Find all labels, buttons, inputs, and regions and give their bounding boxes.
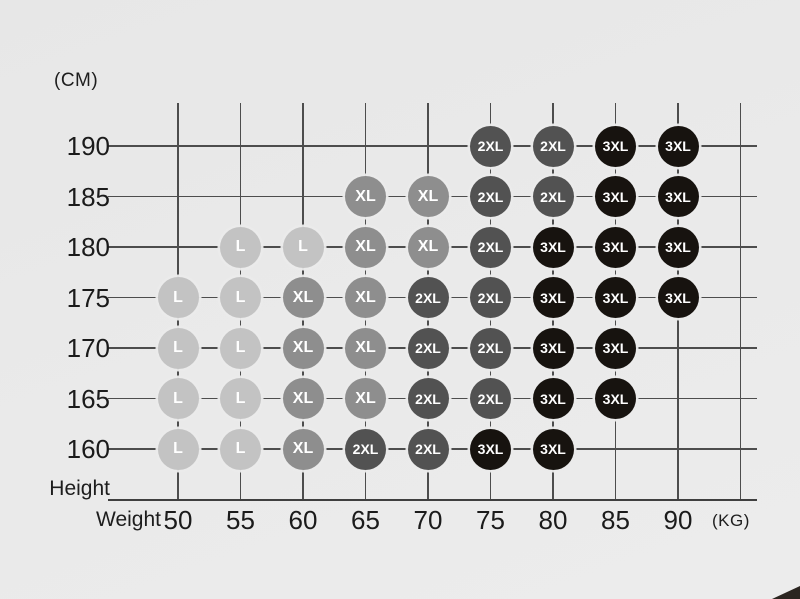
size-dot: XL <box>282 327 324 369</box>
size-dot: XL <box>407 176 449 217</box>
x-tick-label: 50 <box>163 505 193 535</box>
size-dot: 2XL <box>470 125 511 167</box>
size-dot: L <box>220 428 261 470</box>
size-dot: XL <box>345 277 386 318</box>
y-axis-unit-label: (CM) <box>54 70 99 91</box>
size-dot: L <box>220 378 261 419</box>
size-dot: XL <box>282 428 324 470</box>
x-axis-line <box>108 499 757 501</box>
y-axis-title: Height <box>49 477 110 500</box>
size-dot: 2XL <box>407 378 449 419</box>
size-dot: 3XL <box>595 378 636 419</box>
y-tick-label: 175 <box>66 282 110 313</box>
grid-line-horizontal <box>108 145 757 147</box>
size-dot: 3XL <box>657 176 699 217</box>
size-dot: 3XL <box>532 327 574 369</box>
size-dot: XL <box>282 378 324 419</box>
x-tick-label: 65 <box>351 505 380 535</box>
size-dot: L <box>157 327 199 369</box>
size-dot: XL <box>345 378 386 419</box>
size-dot: 2XL <box>345 428 386 470</box>
size-dot: L <box>157 277 199 318</box>
size-dot: L <box>157 428 199 470</box>
size-dot: 3XL <box>595 226 636 268</box>
size-dot: 3XL <box>595 176 636 217</box>
size-dot: XL <box>345 226 386 268</box>
y-tick-label: 190 <box>66 131 110 161</box>
y-tick-label: 170 <box>66 333 110 363</box>
x-axis-title: Weight <box>96 508 161 531</box>
y-tick-label: 165 <box>66 383 110 414</box>
size-dot: 3XL <box>657 277 699 318</box>
size-dot: 3XL <box>657 226 699 268</box>
size-dot: 3XL <box>532 428 574 470</box>
size-dot: 3XL <box>595 327 636 369</box>
x-tick-label: 60 <box>288 505 318 535</box>
size-dot: 2XL <box>470 226 511 268</box>
size-dot: 2XL <box>470 327 511 369</box>
size-dot: 3XL <box>532 378 574 419</box>
size-dot: 2XL <box>407 428 449 470</box>
x-tick-label: 55 <box>226 505 255 535</box>
size-dot: 3XL <box>532 226 574 268</box>
size-dot: XL <box>282 277 324 318</box>
size-dot: 2XL <box>532 176 574 217</box>
y-tick-label: 185 <box>66 181 110 212</box>
size-dot: 3XL <box>657 125 699 167</box>
size-dot: 2XL <box>407 327 449 369</box>
photo-corner-artifact <box>772 586 800 599</box>
y-tick-label: 180 <box>66 232 110 262</box>
size-dot: 2XL <box>532 125 574 167</box>
size-dot: L <box>220 327 261 369</box>
size-dot: 3XL <box>595 277 636 318</box>
size-dot: 3XL <box>595 125 636 167</box>
size-dot: 3XL <box>532 277 574 318</box>
size-dot: 2XL <box>407 277 449 318</box>
x-tick-label: 80 <box>538 505 568 535</box>
x-tick-label: 85 <box>601 505 630 535</box>
x-axis-unit-label: (KG) <box>712 511 750 530</box>
size-dot: 2XL <box>470 378 511 419</box>
x-tick-label: 90 <box>663 505 693 535</box>
size-dot: L <box>220 226 261 268</box>
x-tick-label: 75 <box>476 505 505 535</box>
size-dot: L <box>220 277 261 318</box>
size-dot: XL <box>407 226 449 268</box>
size-dot: L <box>157 378 199 419</box>
y-tick-label: 160 <box>66 434 110 464</box>
size-dot: XL <box>345 327 386 369</box>
x-tick-label: 70 <box>413 505 443 535</box>
size-dot: L <box>282 226 324 268</box>
size-dot: 2XL <box>470 176 511 217</box>
grid-line-vertical <box>739 103 742 500</box>
size-dot: 2XL <box>470 277 511 318</box>
size-dot: XL <box>345 176 386 217</box>
size-dot: 3XL <box>470 428 511 470</box>
